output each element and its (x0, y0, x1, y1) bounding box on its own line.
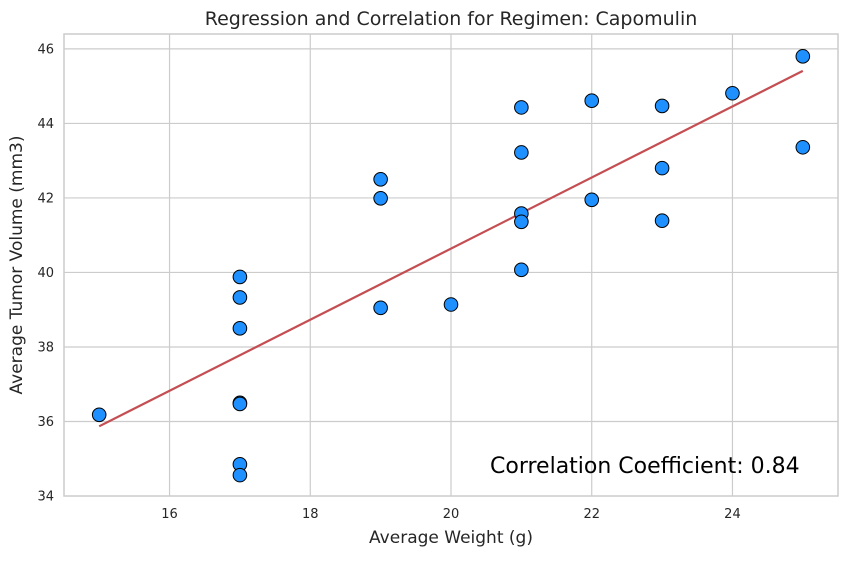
data-point (795, 49, 811, 64)
data-point (232, 269, 248, 285)
data-point (514, 145, 529, 160)
x-tick-label: 24 (724, 507, 741, 522)
data-point (373, 172, 388, 187)
data-point (232, 467, 248, 483)
x-axis-title: Average Weight (g) (369, 528, 533, 548)
x-tick-label: 22 (583, 507, 600, 522)
data-point (232, 290, 248, 305)
y-tick-labels: 34 36 38 40 42 44 46 (37, 42, 54, 504)
x-tick-label: 20 (443, 507, 460, 522)
data-point (514, 214, 529, 230)
chart-title: Regression and Correlation for Regimen: … (205, 8, 698, 30)
data-point (514, 262, 529, 278)
grid (64, 34, 838, 496)
data-point (725, 85, 740, 101)
correlation-annotation: Correlation Coefficient: 0.84 (490, 454, 800, 479)
y-tick-label: 44 (37, 117, 54, 132)
y-tick-label: 36 (37, 415, 54, 430)
regression-line-layer (98, 69, 804, 428)
data-point (232, 396, 248, 412)
y-tick-label: 40 (37, 266, 54, 281)
y-tick-label: 34 (37, 490, 54, 505)
y-tick-label: 38 (37, 340, 54, 355)
x-tick-label: 18 (302, 507, 319, 522)
y-tick-label: 46 (37, 42, 54, 57)
data-point (232, 321, 248, 336)
y-tick-label: 42 (37, 191, 54, 206)
x-tick-labels: 16 18 20 22 24 (161, 507, 740, 522)
data-point (584, 192, 600, 208)
data-points (91, 49, 811, 483)
data-point (795, 139, 811, 155)
regression-line (98, 69, 804, 428)
data-point (654, 160, 670, 176)
plot-frame (63, 33, 839, 497)
data-point (443, 297, 459, 312)
x-tick-label: 16 (161, 507, 178, 522)
y-axis-title: Average Tumor Volume (mm3) (7, 136, 27, 395)
data-point (514, 100, 529, 115)
data-point (584, 93, 600, 108)
data-point (373, 300, 388, 316)
data-point (654, 98, 670, 114)
data-point (91, 407, 107, 423)
data-point (373, 191, 388, 206)
data-point (654, 213, 670, 228)
